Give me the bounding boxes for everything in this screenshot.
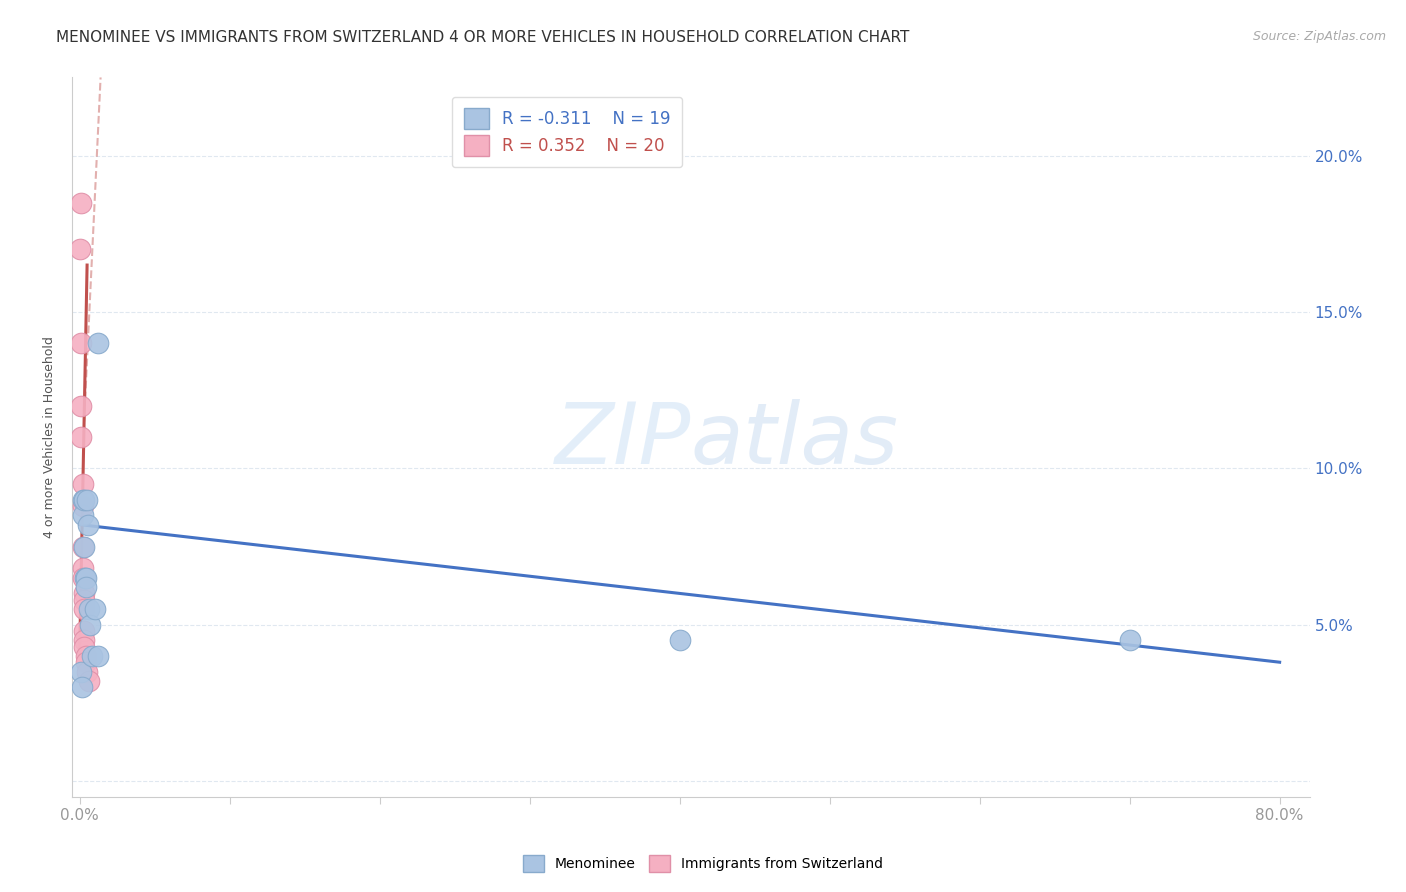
Point [72, 561, 94, 575]
Point [75, 648, 97, 663]
Point [72, 571, 94, 585]
Text: Source: ZipAtlas.com: Source: ZipAtlas.com [1253, 30, 1386, 44]
Point [75, 655, 97, 669]
Point [80, 648, 103, 663]
Point [76, 517, 98, 532]
Point [70, 336, 93, 351]
Point [77, 602, 100, 616]
Legend: Menominee, Immigrants from Switzerland: Menominee, Immigrants from Switzerland [517, 850, 889, 878]
Point [75, 571, 97, 585]
Point [72, 477, 94, 491]
Point [73, 602, 96, 616]
Point [79, 617, 101, 632]
Point [72, 540, 94, 554]
Text: MENOMINEE VS IMMIGRANTS FROM SWITZERLAND 4 OR MORE VEHICLES IN HOUSEHOLD CORRELA: MENOMINEE VS IMMIGRANTS FROM SWITZERLAND… [56, 30, 910, 45]
Legend: R = -0.311    N = 19, R = 0.352    N = 20: R = -0.311 N = 19, R = 0.352 N = 20 [453, 96, 682, 167]
Point [73, 624, 96, 638]
Point [86, 648, 108, 663]
Point [668, 633, 690, 648]
Point [70, 399, 93, 413]
Point [1118, 633, 1140, 648]
Point [86, 336, 108, 351]
Point [70, 195, 93, 210]
Point [72, 499, 94, 513]
Point [73, 540, 96, 554]
Point [73, 492, 96, 507]
Point [73, 633, 96, 648]
Point [70, 665, 93, 679]
Point [73, 571, 96, 585]
Y-axis label: 4 or more Vehicles in Household: 4 or more Vehicles in Household [44, 336, 56, 538]
Point [75, 580, 97, 594]
Point [69, 243, 91, 257]
Point [76, 665, 98, 679]
Point [76, 492, 98, 507]
Point [77, 673, 100, 688]
Point [72, 492, 94, 507]
Point [73, 640, 96, 654]
Text: ZIP: ZIP [554, 399, 690, 483]
Point [73, 586, 96, 600]
Text: atlas: atlas [690, 399, 898, 483]
Point [73, 592, 96, 607]
Point [70, 430, 93, 444]
Point [70, 680, 93, 694]
Point [83, 602, 105, 616]
Point [72, 508, 94, 523]
